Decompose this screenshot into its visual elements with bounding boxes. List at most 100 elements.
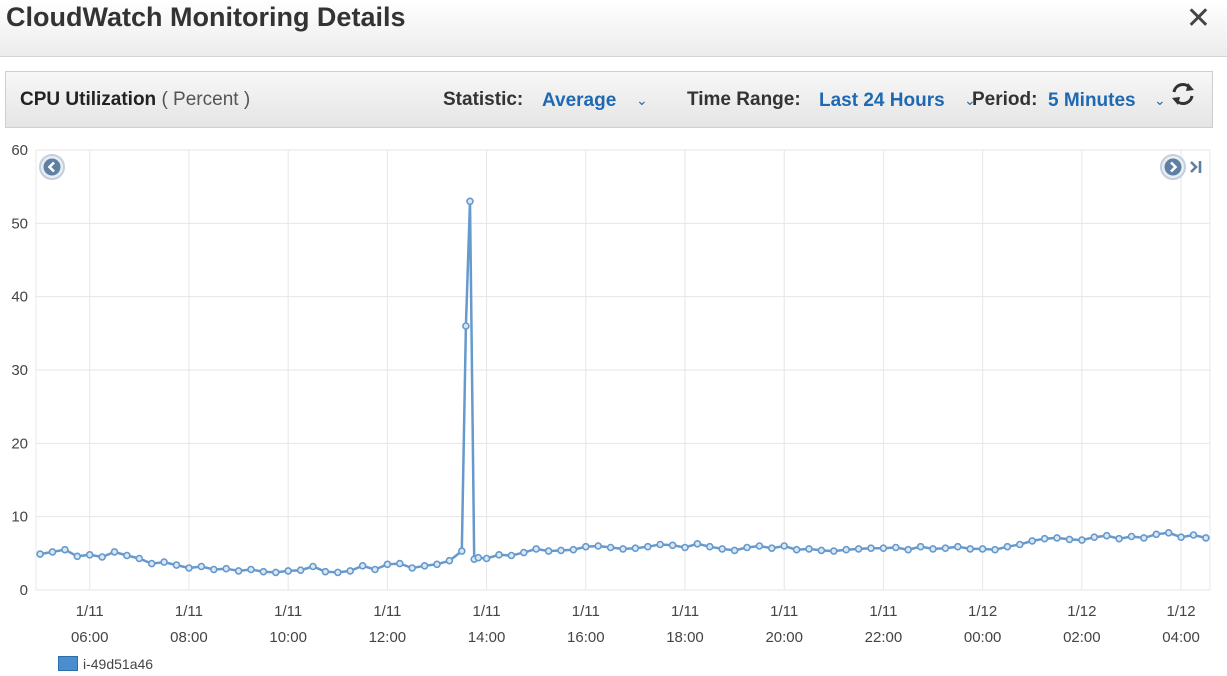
- data-point: [1003, 542, 1012, 551]
- data-point: [333, 568, 342, 577]
- data-point: [730, 546, 739, 555]
- data-point: [544, 547, 553, 555]
- data-point: [941, 544, 950, 553]
- data-point: [73, 552, 82, 561]
- data-point: [668, 541, 677, 550]
- x-tick-date: 1/11: [274, 603, 302, 620]
- y-tick-label: 0: [20, 582, 28, 599]
- data-point: [48, 548, 57, 556]
- data-point: [147, 559, 156, 568]
- time-range-dropdown[interactable]: Last 24 Hours: [819, 90, 945, 111]
- skip-to-end-icon[interactable]: [1189, 160, 1203, 174]
- data-point: [371, 565, 379, 574]
- chevron-left-circle-icon[interactable]: [38, 153, 66, 181]
- refresh-icon[interactable]: [1169, 80, 1197, 108]
- data-point: [581, 542, 590, 551]
- x-tick-time: 00:00: [964, 629, 1002, 646]
- data-point: [433, 560, 441, 569]
- data-point: [222, 564, 230, 573]
- data-point: [929, 545, 937, 553]
- modal-header: CloudWatch Monitoring Details ✕: [0, 0, 1227, 57]
- data-point: [1028, 537, 1036, 545]
- y-tick-label: 40: [11, 289, 28, 306]
- x-tick-date: 1/11: [770, 603, 798, 620]
- data-point: [98, 553, 106, 561]
- data-point: [507, 551, 516, 560]
- x-tick-date: 1/11: [473, 603, 501, 620]
- chevron-down-icon[interactable]: ⌄: [1154, 92, 1166, 108]
- data-point: [110, 548, 119, 556]
- statistic-dropdown[interactable]: Average: [542, 90, 617, 111]
- x-tick-time: 22:00: [865, 629, 903, 646]
- data-point: [466, 197, 474, 206]
- data-point: [210, 565, 218, 574]
- data-point: [1102, 531, 1111, 540]
- data-point: [1065, 535, 1074, 544]
- data-point: [817, 546, 826, 555]
- data-point: [495, 550, 503, 559]
- close-icon[interactable]: ✕: [1185, 2, 1211, 35]
- x-tick-date: 1/11: [572, 603, 600, 620]
- data-point: [296, 566, 305, 575]
- data-point: [780, 542, 789, 550]
- data-point: [85, 550, 94, 559]
- data-point: [953, 542, 962, 551]
- data-point: [904, 545, 913, 554]
- data-point: [532, 545, 541, 553]
- legend-label: i-49d51a46: [83, 656, 154, 672]
- data-point: [36, 550, 44, 558]
- y-tick-label: 50: [11, 215, 28, 232]
- data-point: [705, 542, 714, 551]
- series-i-49d51a46: [36, 197, 1210, 577]
- data-point: [321, 567, 330, 576]
- y-tick-label: 60: [11, 142, 28, 159]
- x-tick-time: 14:00: [468, 629, 506, 646]
- data-point: [1202, 534, 1210, 542]
- data-point: [420, 561, 429, 570]
- data-point: [842, 545, 851, 554]
- data-point: [594, 542, 603, 550]
- data-point: [1127, 532, 1136, 541]
- x-tick-date: 1/11: [76, 603, 104, 620]
- data-point: [1078, 536, 1086, 544]
- data-point: [1015, 540, 1024, 549]
- data-point: [123, 551, 131, 560]
- data-point: [619, 545, 627, 553]
- data-point: [1164, 528, 1173, 537]
- data-point: [284, 567, 293, 575]
- x-tick-time: 12:00: [369, 629, 407, 646]
- data-point: [656, 540, 665, 549]
- data-point: [978, 545, 987, 553]
- chart-grid: [35, 149, 1211, 591]
- data-point: [991, 545, 999, 554]
- data-point: [1090, 533, 1099, 542]
- data-point: [891, 543, 900, 552]
- data-point: [643, 542, 652, 551]
- data-point: [1040, 534, 1049, 543]
- data-point: [867, 544, 875, 553]
- data-point: [879, 544, 888, 553]
- chevron-right-circle-icon[interactable]: [1159, 153, 1187, 181]
- statistic-label: Statistic:: [443, 89, 524, 110]
- chevron-down-icon[interactable]: ⌄: [964, 92, 976, 108]
- data-point: [606, 543, 615, 552]
- data-point: [408, 564, 417, 572]
- chevron-down-icon[interactable]: ⌄: [636, 92, 648, 108]
- period-dropdown[interactable]: 5 Minutes: [1048, 90, 1136, 111]
- data-point: [1115, 534, 1123, 543]
- modal-title: CloudWatch Monitoring Details: [6, 2, 406, 32]
- metric-toolbar: CPU Utilization ( Percent ) Statistic: A…: [5, 71, 1213, 128]
- data-point: [185, 564, 193, 572]
- data-point: [805, 545, 813, 553]
- data-point: [383, 560, 392, 569]
- chart-legend: i-49d51a46: [58, 656, 153, 672]
- legend-swatch: [58, 656, 78, 671]
- data-point: [247, 565, 255, 574]
- data-point: [1053, 534, 1061, 542]
- x-tick-date: 1/11: [671, 603, 699, 620]
- x-tick-date: 1/11: [373, 603, 401, 620]
- y-tick-label: 30: [11, 362, 28, 379]
- data-point: [234, 567, 243, 575]
- data-point: [172, 561, 181, 569]
- data-point: [445, 556, 454, 565]
